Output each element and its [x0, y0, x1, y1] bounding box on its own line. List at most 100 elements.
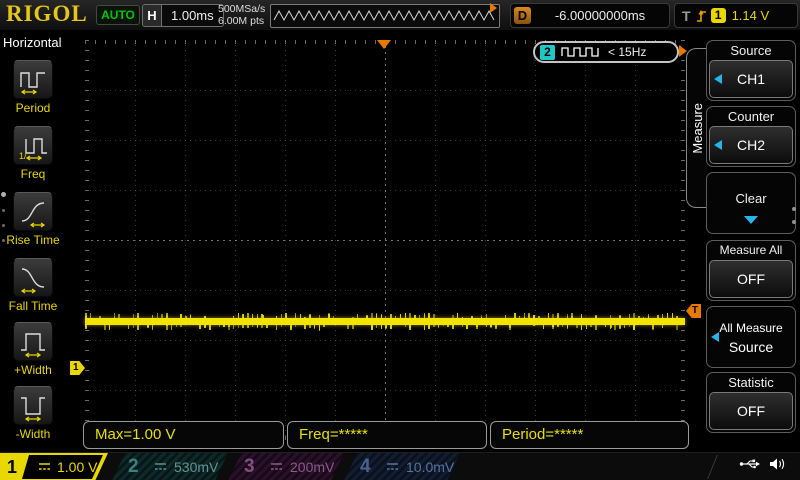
square-wave-icon: [561, 47, 599, 57]
speaker-icon: [770, 458, 785, 470]
ch1-scale: 1.00 V: [57, 459, 98, 475]
waveform-preview[interactable]: [270, 3, 500, 28]
h-badge: H: [143, 5, 162, 26]
chevron-left-icon: [711, 332, 719, 342]
measurement-readout-freq: Freq=*****: [287, 421, 487, 449]
system-status-icons: [739, 457, 786, 471]
menu-page-dot: [792, 207, 796, 211]
measure-item-pos-width[interactable]: +Width: [0, 322, 66, 377]
ch3-scale: 200mV: [290, 459, 335, 475]
dc-coupling-icon: [39, 463, 50, 470]
rigol-logo: RIGOL: [6, 1, 88, 26]
source-value-text: CH1: [736, 71, 765, 87]
measure-item-label: Fall Time: [8, 299, 58, 313]
neg-width-icon: [13, 386, 53, 425]
softkey-value: OFF: [709, 392, 793, 430]
dc-coupling-icon: [271, 463, 282, 470]
freq-icon: 1/: [13, 126, 53, 165]
ch4-scale: 10.0mV: [406, 459, 455, 475]
measure-item-label: +Width: [14, 363, 52, 377]
measure-item-fall-time[interactable]: Fall Time: [0, 258, 66, 313]
measure-item-freq[interactable]: 1/ Freq: [0, 126, 66, 181]
softkey-statistic[interactable]: Statistic OFF: [706, 372, 796, 433]
ch2-number: 2: [128, 456, 139, 477]
delay-badge: D: [514, 7, 531, 24]
dc-coupling-icon: [387, 463, 398, 470]
channel-tab-ch3[interactable]: 3 200mV: [228, 453, 344, 480]
period-icon: [13, 60, 53, 99]
chevron-left-icon: [714, 74, 722, 84]
counter-arrow-icon: [679, 45, 687, 57]
frequency-counter-badge: 2 < 15Hz: [533, 41, 679, 63]
left-menu-title: Horizontal: [3, 35, 62, 50]
counter-value-text: CH2: [736, 137, 765, 153]
measure-item-period[interactable]: Period: [0, 60, 66, 115]
softkey-source[interactable]: Source CH1: [706, 40, 796, 101]
sample-rate: 500MSa/s: [218, 3, 266, 15]
page-indicator-dot: [2, 209, 5, 212]
measurement-readout-period: Period=*****: [490, 421, 689, 449]
measure-item-rise-time[interactable]: Rise Time: [0, 192, 66, 247]
softkey-label: Clear: [735, 191, 767, 206]
softkey-label: Source: [730, 43, 772, 58]
trigger-badge: T: [682, 7, 691, 24]
grid-ticks: [85, 40, 89, 440]
channel-tab-ch4[interactable]: 4 10.0mV: [344, 453, 460, 480]
softkey-value: OFF: [709, 260, 793, 298]
grid-ticks: [681, 40, 685, 440]
ch3-number: 3: [244, 456, 255, 477]
trigger-level-marker[interactable]: T: [686, 304, 701, 318]
menu-page-dot: [792, 220, 796, 224]
channel-tab-ch2[interactable]: 2 530mV: [112, 453, 228, 480]
dc-coupling-icon: [155, 463, 166, 470]
divider: [707, 455, 718, 479]
measure-menu-tab[interactable]: Measure: [686, 48, 707, 208]
trigger-readout[interactable]: T 1 1.14 V: [674, 3, 798, 28]
statistic-value-text: OFF: [737, 403, 765, 419]
page-indicator-dot: [2, 239, 5, 242]
trace-band: [85, 318, 685, 325]
measure-menu-title: Measure: [689, 102, 705, 154]
softkey-measure-all[interactable]: Measure All OFF: [706, 240, 796, 301]
fall-time-icon: [13, 258, 53, 297]
measurement-readout-max: Max=1.00 V: [83, 421, 284, 449]
preview-trigger-flag-icon: [490, 3, 497, 13]
softkey-value: CH2: [709, 126, 793, 164]
horizontal-timebase-control[interactable]: H 1.00ms: [142, 4, 224, 27]
run-status-badge: AUTO: [96, 5, 140, 25]
rising-edge-icon: [696, 9, 706, 22]
acquisition-info: 500MSa/s 6.00M pts: [218, 3, 265, 27]
softkey-all-measure-source[interactable]: All Measure Source: [706, 306, 796, 368]
top-status-bar: RIGOL AUTO H 1.00ms 500MSa/s 6.00M pts D…: [0, 0, 800, 31]
channel-tab-ch1[interactable]: 1 1.00 V: [0, 453, 110, 480]
softkey-label: Measure All: [719, 243, 783, 257]
ch4-number: 4: [360, 456, 371, 477]
graticule: 1 T: [70, 40, 701, 440]
page-indicator-dot: [1, 192, 6, 197]
softkey-clear[interactable]: Clear: [706, 172, 796, 234]
usb-icon: [739, 459, 760, 469]
softkey-value: CH1: [709, 60, 793, 98]
measure-item-label: Freq: [20, 167, 46, 181]
trigger-source-badge: 1: [710, 8, 726, 23]
softkey-counter[interactable]: Counter CH2: [706, 106, 796, 167]
ch2-scale: 530mV: [174, 459, 219, 475]
memory-depth: 6.00M pts: [218, 15, 265, 27]
delay-value: -6.00000000ms: [554, 8, 646, 23]
measure-item-neg-width[interactable]: -Width: [0, 386, 66, 441]
rise-time-icon: [13, 192, 53, 231]
horizontal-delay-readout[interactable]: D -6.00000000ms: [510, 3, 670, 28]
counter-channel-badge: 2: [540, 44, 555, 60]
chevron-left-icon: [714, 140, 722, 150]
trigger-position-marker[interactable]: [377, 40, 391, 49]
timebase-value: 1.00ms: [171, 8, 214, 23]
softkey-label: All Measure: [719, 321, 783, 335]
softkey-value: Source: [728, 339, 774, 355]
softkey-label: Counter: [727, 109, 775, 124]
softkey-label: Statistic: [728, 375, 774, 390]
chevron-down-icon: [744, 216, 758, 224]
ch1-level-marker[interactable]: 1: [70, 361, 85, 375]
page-indicator-dot: [2, 224, 5, 227]
measure-item-label: Rise Time: [6, 233, 60, 247]
